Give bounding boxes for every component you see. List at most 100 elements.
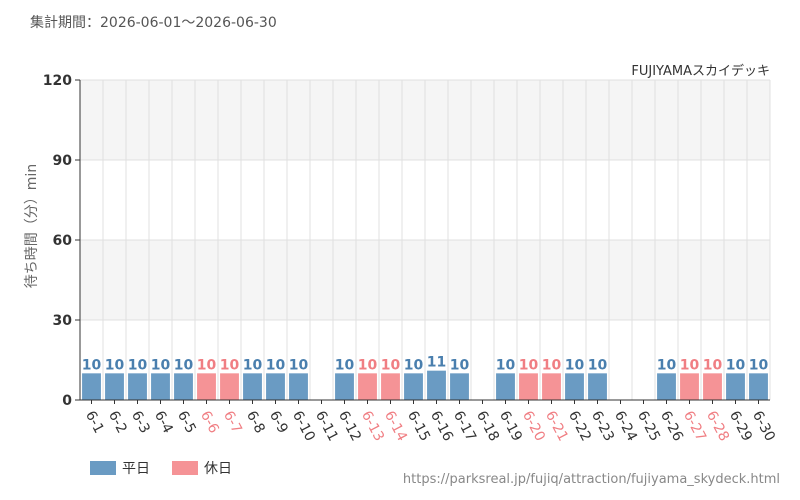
legend-item-holiday: 休日 [172, 458, 232, 478]
data-label-6-20: 10 [519, 357, 539, 373]
data-label-6-17: 10 [450, 357, 470, 373]
data-label-6-3: 10 [128, 357, 148, 373]
data-label-6-9: 10 [266, 357, 286, 373]
x-tick-label-6-5: 6-5 [174, 408, 199, 436]
bar-6-2 [105, 373, 124, 400]
bar-6-8 [243, 373, 262, 400]
legend-label-weekday: 平日 [122, 461, 150, 477]
bar-6-27 [680, 373, 699, 400]
bar-6-21 [542, 373, 561, 400]
bar-6-10 [289, 373, 308, 400]
bar-6-23 [588, 373, 607, 400]
bar-6-26 [657, 373, 676, 400]
legend: 平日 休日 [90, 458, 254, 478]
data-label-6-27: 10 [680, 357, 700, 373]
y-tick-label: 60 [53, 233, 73, 249]
bar-6-7 [220, 373, 239, 400]
x-tick-label-6-10: 6-10 [289, 408, 318, 444]
data-label-6-29: 10 [726, 357, 746, 373]
bar-6-22 [565, 373, 584, 400]
source-url: https://parksreal.jp/fujiq/attraction/fu… [402, 472, 780, 487]
x-tick-label-6-24: 6-24 [611, 408, 640, 444]
grid-lines [79, 79, 771, 400]
bar-6-16 [427, 370, 446, 400]
x-tick-label-6-17: 6-17 [450, 408, 479, 444]
x-tick-label-6-2: 6-2 [105, 408, 130, 436]
y-tick-label: 30 [53, 313, 73, 329]
legend-item-weekday: 平日 [90, 458, 150, 478]
bar-6-15 [404, 373, 423, 400]
value-labels: 10 10 10 10 10 10 10 10 10 10 10 10 10 10 11 10 10 10 10 10… [82, 355, 769, 374]
data-label-6-10: 10 [289, 357, 309, 373]
x-tick-labels: 6-16-26-36-46-56-66-76-86-96-106-116-126… [82, 408, 778, 444]
data-label-6-2: 10 [105, 357, 125, 373]
x-tick-label-6-4: 6-4 [151, 408, 176, 436]
bar-6-4 [151, 373, 170, 400]
x-tick-label-6-18: 6-18 [473, 408, 502, 444]
data-label-6-14: 10 [381, 357, 401, 373]
y-tick-label: 120 [43, 73, 72, 89]
bar-6-3 [128, 373, 147, 400]
data-label-6-6: 10 [197, 357, 217, 373]
x-tick-label-6-16: 6-16 [427, 408, 456, 444]
y-tick-labels: 0 30 60 90 120 [43, 73, 72, 409]
bar-6-30 [749, 373, 768, 400]
data-label-6-21: 10 [542, 357, 562, 373]
data-label-6-19: 10 [496, 357, 516, 373]
data-label-6-23: 10 [588, 357, 608, 373]
legend-swatch-weekday [90, 461, 116, 475]
x-tick-label-6-26: 6-26 [657, 408, 686, 444]
x-tick-label-6-1: 6-1 [82, 408, 107, 436]
legend-swatch-holiday [172, 461, 198, 475]
data-label-6-13: 10 [358, 357, 378, 373]
x-tick-label-6-27: 6-27 [680, 408, 709, 444]
x-tick-label-6-6: 6-6 [197, 408, 222, 436]
bar-6-19 [496, 373, 515, 400]
x-tick-label-6-13: 6-13 [358, 408, 387, 444]
bar-6-12 [335, 373, 354, 400]
data-label-6-5: 10 [174, 357, 194, 373]
data-label-6-16: 11 [427, 355, 446, 371]
data-label-6-22: 10 [565, 357, 585, 373]
x-tick-label-6-7: 6-7 [220, 408, 245, 436]
y-tick-label: 0 [62, 393, 72, 409]
bar-6-28 [703, 373, 722, 400]
legend-label-holiday: 休日 [204, 461, 232, 477]
data-label-6-28: 10 [703, 357, 723, 373]
x-tick-label-6-12: 6-12 [335, 408, 364, 444]
bar-6-29 [726, 373, 745, 400]
data-label-6-7: 10 [220, 357, 240, 373]
x-tick-label-6-25: 6-25 [634, 408, 663, 444]
x-tick-label-6-14: 6-14 [381, 408, 410, 444]
bar-6-6 [197, 373, 216, 400]
x-tick-label-6-20: 6-20 [519, 408, 548, 444]
y-tick-label: 90 [53, 153, 73, 169]
bars [82, 370, 768, 400]
bar-6-20 [519, 373, 538, 400]
data-label-6-15: 10 [404, 357, 424, 373]
period-label: 集計期間：2026-06-01～2026-06-30 [30, 15, 277, 31]
x-tick-label-6-8: 6-8 [243, 408, 268, 436]
x-tick-label-6-19: 6-19 [496, 408, 525, 444]
x-tick-label-6-29: 6-29 [726, 408, 755, 444]
bar-6-13 [358, 373, 377, 400]
bar-6-14 [381, 373, 400, 400]
x-tick-label-6-21: 6-21 [542, 408, 571, 444]
x-tick-label-6-23: 6-23 [588, 408, 617, 444]
bar-6-17 [450, 373, 469, 400]
data-label-6-8: 10 [243, 357, 263, 373]
axes [75, 79, 770, 404]
x-tick-label-6-30: 6-30 [749, 408, 778, 444]
data-label-6-26: 10 [657, 357, 677, 373]
chart-title: FUJIYAMAスカイデッキ [631, 63, 770, 79]
y-axis-label: 待ち時間（分）min [24, 164, 40, 288]
data-label-6-4: 10 [151, 357, 171, 373]
x-tick-label-6-3: 6-3 [128, 408, 153, 436]
bar-6-9 [266, 373, 285, 400]
x-tick-label-6-15: 6-15 [404, 408, 433, 444]
data-label-6-1: 10 [82, 357, 102, 373]
x-tick-label-6-11: 6-11 [312, 408, 341, 444]
x-tick-label-6-28: 6-28 [703, 408, 732, 444]
data-label-6-12: 10 [335, 357, 355, 373]
